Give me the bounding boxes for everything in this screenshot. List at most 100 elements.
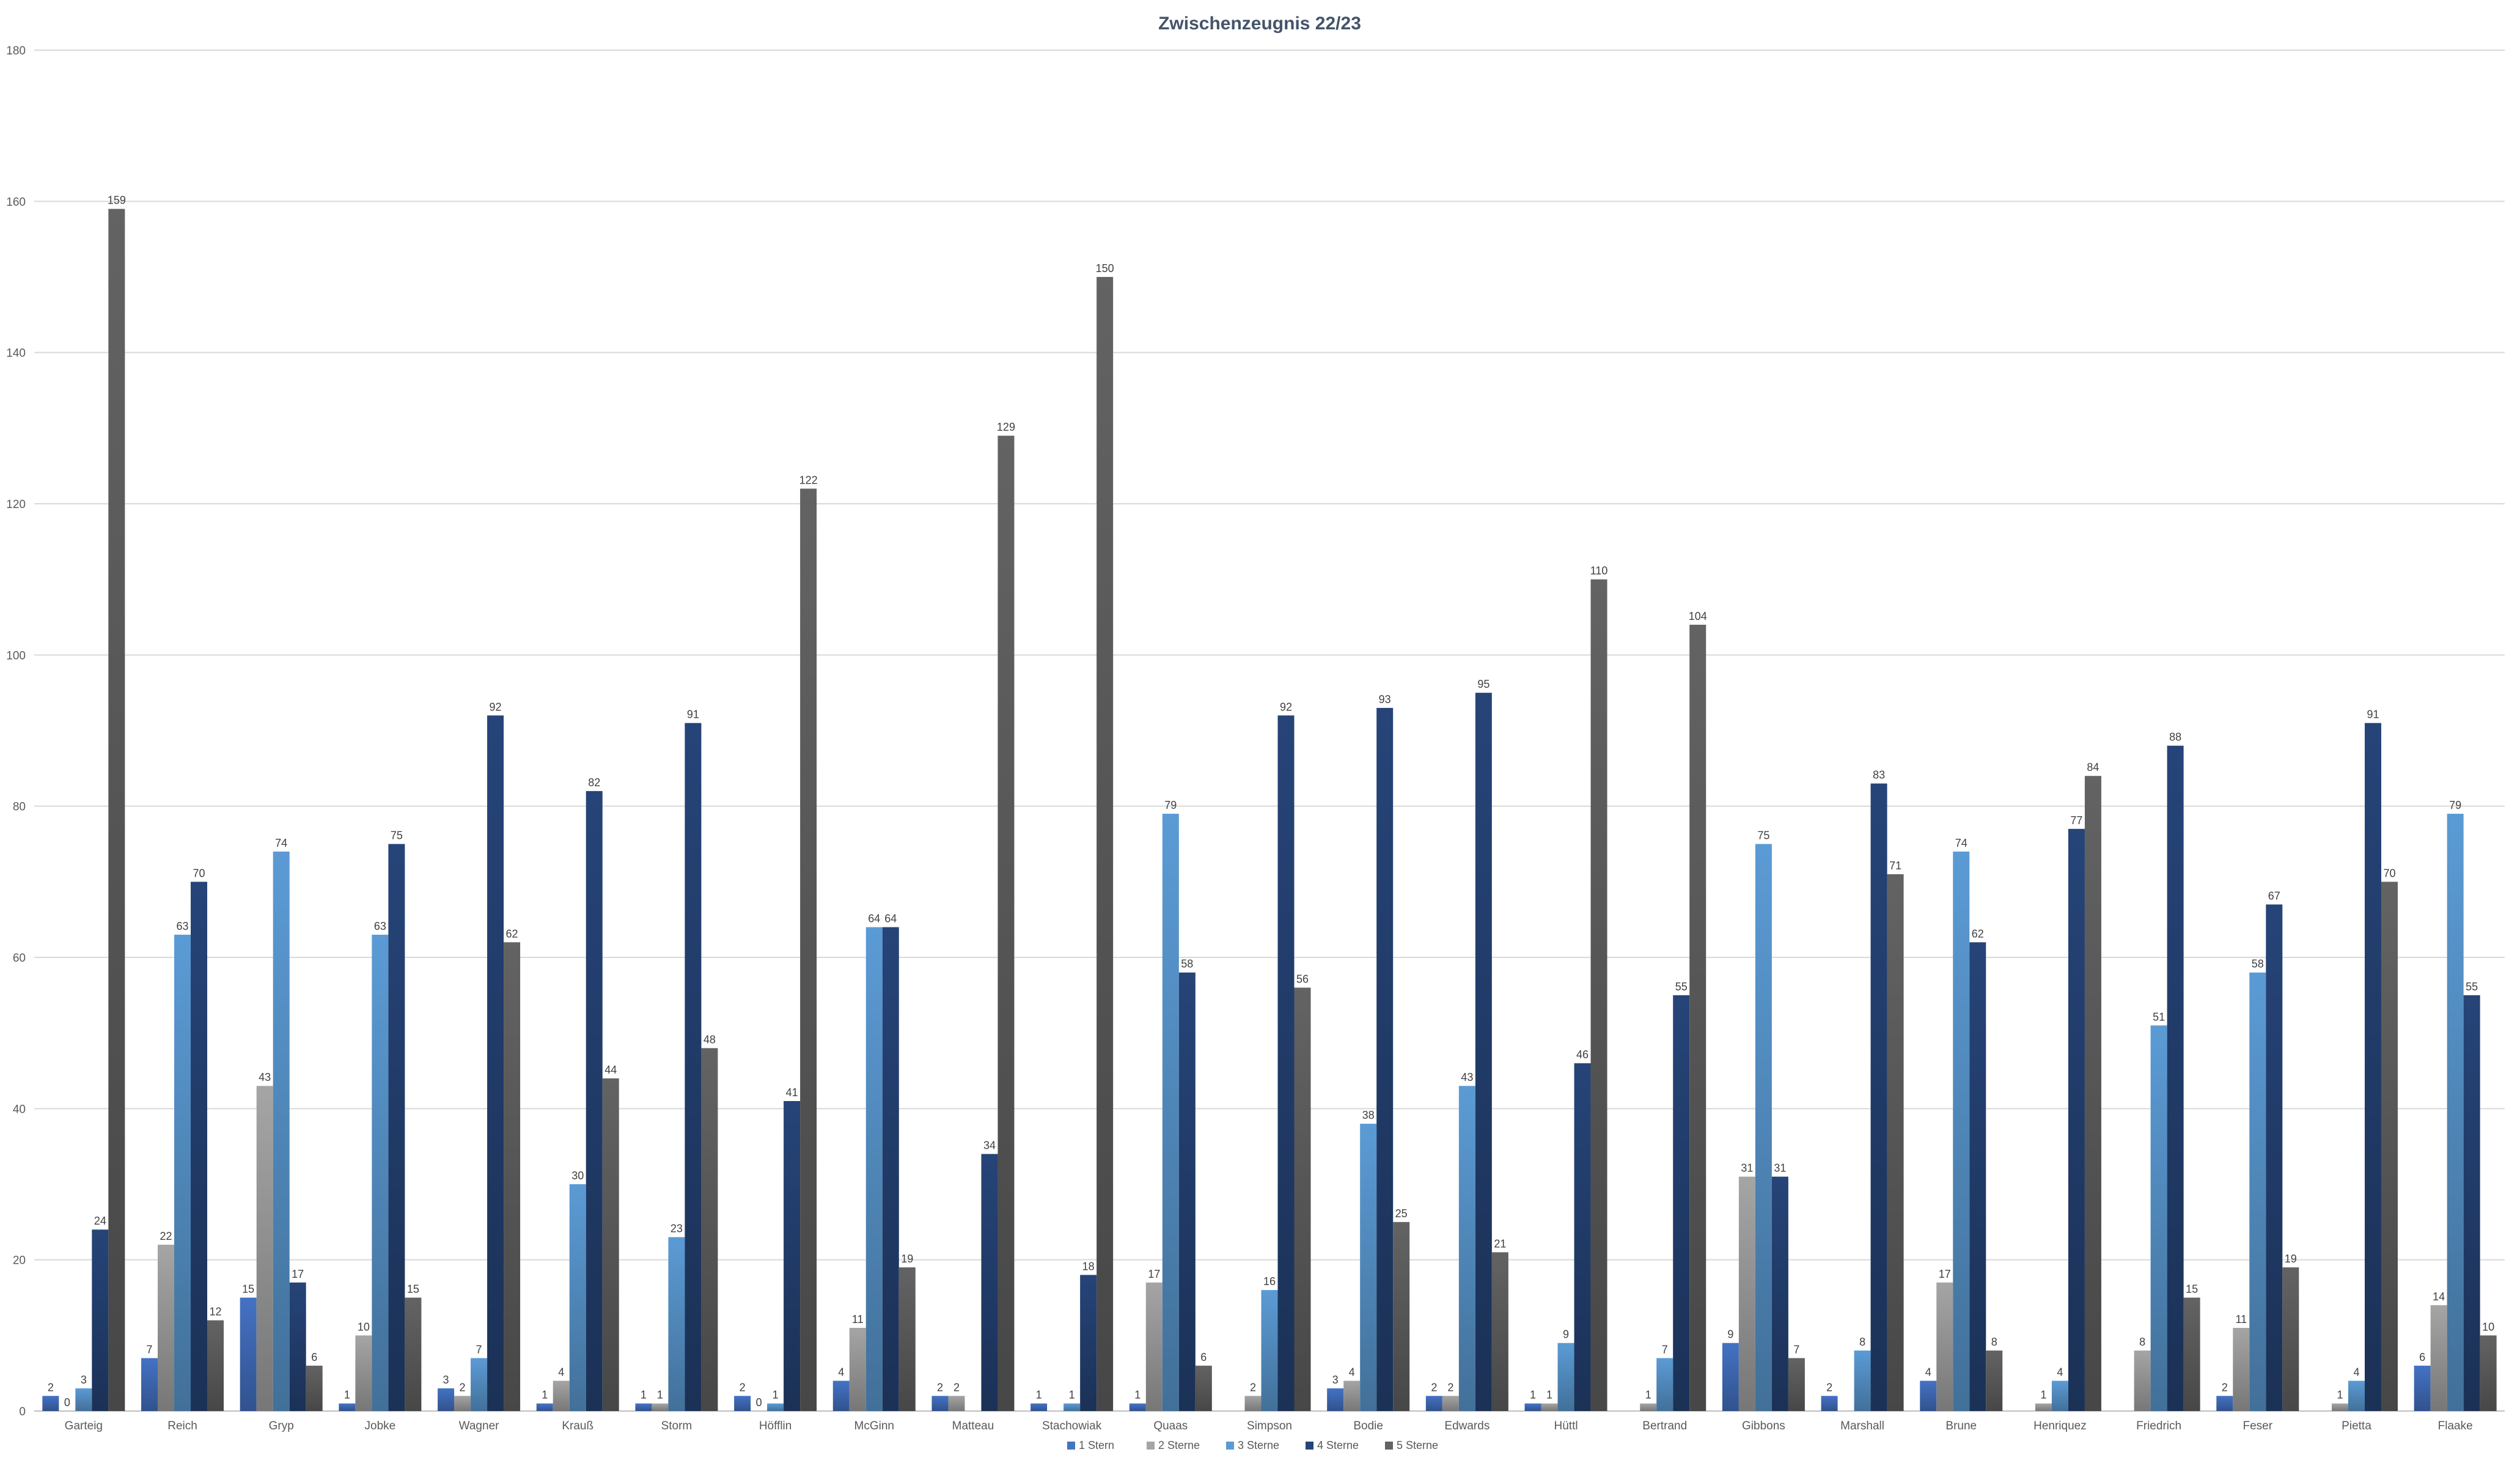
data-label: 79 bbox=[2449, 799, 2461, 811]
legend-swatch bbox=[1226, 1442, 1234, 1450]
data-label: 1 bbox=[1530, 1389, 1536, 1401]
bar-3-sterne bbox=[1656, 1358, 1673, 1411]
bar-3-sterne bbox=[273, 851, 290, 1411]
data-label: 8 bbox=[1991, 1336, 1997, 1348]
data-label: 62 bbox=[506, 927, 518, 940]
data-label: 10 bbox=[2482, 1321, 2494, 1333]
bar-3-sterne bbox=[372, 934, 389, 1411]
bar-3-sterne bbox=[1854, 1351, 1871, 1411]
bar-1-stern bbox=[2414, 1365, 2431, 1411]
bar-4-sterne bbox=[2266, 904, 2283, 1411]
data-label: 0 bbox=[64, 1396, 70, 1409]
bar-5-sterne bbox=[2282, 1267, 2299, 1411]
legend-label: 5 Sterne bbox=[1397, 1439, 1438, 1451]
bar-4-sterne bbox=[2463, 995, 2480, 1411]
data-label: 48 bbox=[703, 1033, 716, 1045]
bar-5-sterne bbox=[701, 1048, 718, 1411]
bar-2-sterne bbox=[1640, 1403, 1657, 1411]
data-label: 24 bbox=[94, 1215, 106, 1227]
bar-4-sterne bbox=[2068, 828, 2085, 1411]
data-label: 3 bbox=[81, 1374, 87, 1386]
bar-4-sterne bbox=[92, 1229, 109, 1411]
y-tick-label: 80 bbox=[13, 801, 26, 814]
bar-5-sterne bbox=[405, 1297, 422, 1411]
bar-1-stern bbox=[1030, 1403, 1048, 1411]
data-label: 14 bbox=[2433, 1291, 2445, 1303]
data-label: 7 bbox=[1793, 1343, 1799, 1355]
data-label: 2 bbox=[937, 1381, 943, 1393]
bar-5-sterne bbox=[997, 435, 1015, 1412]
data-label: 55 bbox=[2466, 981, 2478, 993]
bar-1-stern bbox=[1524, 1403, 1541, 1411]
data-label: 159 bbox=[108, 194, 126, 207]
bar-1-stern bbox=[734, 1396, 751, 1411]
bar-3-sterne bbox=[174, 934, 191, 1411]
bar-5-sterne bbox=[800, 488, 817, 1412]
bar-4-sterne bbox=[2364, 723, 2381, 1411]
x-tick-label: Reich bbox=[167, 1420, 197, 1432]
data-label: 4 bbox=[2353, 1366, 2359, 1379]
bar-2-sterne bbox=[1936, 1282, 1953, 1411]
x-tick-label: Stachowiak bbox=[1042, 1420, 1102, 1432]
bar-3-sterne bbox=[1458, 1086, 1475, 1411]
bar-5-sterne bbox=[108, 208, 125, 1412]
x-tick-label: Matteau bbox=[952, 1420, 994, 1432]
data-label: 15 bbox=[242, 1283, 254, 1295]
data-label: 19 bbox=[2285, 1253, 2297, 1265]
x-tick-label: McGinn bbox=[854, 1420, 894, 1432]
bar-5-sterne bbox=[1590, 579, 1607, 1411]
data-label: 31 bbox=[1774, 1162, 1786, 1174]
bar-2-sterne bbox=[1442, 1396, 1459, 1411]
data-label: 75 bbox=[1757, 830, 1769, 842]
bar-4-sterne bbox=[289, 1282, 306, 1411]
y-tick-label: 100 bbox=[6, 649, 26, 662]
y-tick-label: 180 bbox=[6, 45, 26, 57]
bar-1-stern bbox=[141, 1358, 158, 1411]
bar-1-stern bbox=[1821, 1396, 1838, 1411]
x-tick-label: Henriquez bbox=[2033, 1420, 2087, 1432]
y-tick-label: 160 bbox=[6, 196, 26, 208]
data-label: 1 bbox=[344, 1389, 350, 1401]
bar-4-sterne bbox=[487, 715, 504, 1411]
data-label: 38 bbox=[1362, 1109, 1375, 1121]
bar-1-stern bbox=[2216, 1396, 2233, 1411]
data-label: 6 bbox=[311, 1351, 317, 1363]
x-tick-label: Marshall bbox=[1840, 1420, 1884, 1432]
data-label: 17 bbox=[1148, 1268, 1160, 1280]
data-label: 7 bbox=[1662, 1343, 1668, 1355]
bar-4-sterne bbox=[1376, 707, 1394, 1411]
data-label: 17 bbox=[1939, 1268, 1951, 1280]
data-label: 21 bbox=[1494, 1237, 1506, 1250]
bar-3-sterne bbox=[767, 1403, 784, 1411]
bar-1-stern bbox=[931, 1396, 949, 1411]
data-label: 4 bbox=[838, 1366, 844, 1379]
x-tick-label: Feser bbox=[2243, 1420, 2273, 1432]
bar-4-sterne bbox=[784, 1100, 801, 1411]
bar-4-sterne bbox=[981, 1154, 998, 1411]
data-label: 1 bbox=[2040, 1389, 2046, 1401]
bar-2-sterne bbox=[2233, 1327, 2250, 1411]
data-label: 15 bbox=[407, 1283, 419, 1295]
bar-5-sterne bbox=[1294, 987, 1311, 1411]
data-label: 1 bbox=[542, 1389, 548, 1401]
data-label: 2 bbox=[2222, 1381, 2228, 1393]
legend-label: 3 Sterne bbox=[1238, 1439, 1279, 1451]
data-labels: 2032415972263701215437417611063751532792… bbox=[48, 194, 2494, 1409]
data-label: 129 bbox=[997, 421, 1015, 433]
data-label: 91 bbox=[2367, 709, 2379, 721]
data-label: 110 bbox=[1590, 565, 1608, 577]
x-tick-label: Höfflin bbox=[759, 1420, 792, 1432]
bar-5-sterne bbox=[2381, 882, 2398, 1411]
data-label: 67 bbox=[2268, 890, 2280, 902]
data-label: 58 bbox=[1181, 958, 1193, 970]
data-label: 1 bbox=[1546, 1389, 1552, 1401]
legend-swatch bbox=[1306, 1442, 1313, 1450]
data-label: 92 bbox=[1280, 701, 1292, 713]
bar-3-sterne bbox=[1953, 851, 1970, 1411]
data-label: 44 bbox=[604, 1064, 617, 1076]
data-label: 46 bbox=[1576, 1048, 1589, 1061]
data-label: 11 bbox=[2235, 1313, 2247, 1325]
data-label: 63 bbox=[177, 920, 189, 932]
